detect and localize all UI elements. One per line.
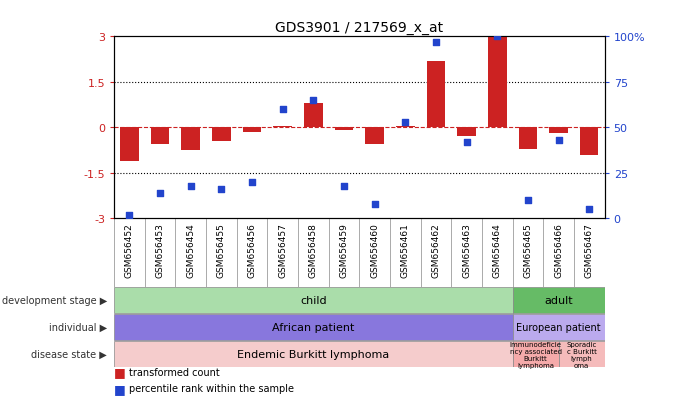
Bar — [334, 128, 353, 131]
Bar — [304, 104, 323, 128]
Text: GSM656456: GSM656456 — [247, 222, 256, 277]
Text: GSM656458: GSM656458 — [309, 222, 318, 277]
Point — [339, 183, 350, 190]
Text: disease state ▶: disease state ▶ — [31, 349, 107, 359]
Text: individual ▶: individual ▶ — [49, 322, 107, 332]
Point — [553, 138, 564, 144]
Text: Endemic Burkitt lymphoma: Endemic Burkitt lymphoma — [237, 349, 390, 359]
Point — [584, 206, 595, 213]
Bar — [114, 287, 513, 313]
Text: GSM656453: GSM656453 — [155, 222, 164, 277]
Bar — [519, 128, 537, 149]
Text: GSM656452: GSM656452 — [125, 222, 134, 277]
Bar — [457, 128, 476, 137]
Bar — [120, 128, 138, 161]
Text: Immunodeficie
ncy associated
Burkitt
lymphoma: Immunodeficie ncy associated Burkitt lym… — [510, 341, 562, 368]
Bar — [513, 341, 558, 367]
Text: GSM656466: GSM656466 — [554, 222, 563, 277]
Bar — [182, 128, 200, 151]
Text: GSM656467: GSM656467 — [585, 222, 594, 277]
Point — [400, 119, 411, 126]
Point — [124, 212, 135, 218]
Text: GSM656464: GSM656464 — [493, 222, 502, 277]
Bar — [513, 287, 605, 313]
Text: GSM656465: GSM656465 — [524, 222, 533, 277]
Text: ■: ■ — [114, 382, 126, 395]
Point — [185, 183, 196, 190]
Bar — [274, 126, 292, 128]
Text: GSM656457: GSM656457 — [278, 222, 287, 277]
Text: GSM656462: GSM656462 — [431, 222, 440, 277]
Point — [247, 179, 258, 186]
Bar — [488, 37, 507, 128]
Text: GSM656454: GSM656454 — [186, 222, 195, 277]
Bar — [151, 128, 169, 145]
Point — [492, 34, 503, 40]
Point — [277, 107, 288, 113]
Point — [307, 97, 319, 104]
Bar — [212, 128, 231, 142]
Text: percentile rank within the sample: percentile rank within the sample — [129, 383, 294, 393]
Bar — [243, 128, 261, 133]
Point — [461, 139, 472, 146]
Point — [522, 197, 533, 204]
Text: transformed count: transformed count — [129, 367, 220, 377]
Point — [369, 201, 380, 208]
Text: African patient: African patient — [272, 322, 354, 332]
Bar — [366, 128, 384, 145]
Text: GSM656459: GSM656459 — [339, 222, 348, 277]
Text: ■: ■ — [114, 365, 126, 378]
Bar — [513, 314, 605, 340]
Text: European patient: European patient — [516, 322, 601, 332]
Bar — [549, 128, 568, 134]
Bar — [580, 128, 598, 155]
Bar — [427, 62, 445, 128]
Text: Sporadic
c Burkitt
lymph
oma: Sporadic c Burkitt lymph oma — [567, 341, 597, 368]
Text: GSM656460: GSM656460 — [370, 222, 379, 277]
Bar — [558, 341, 605, 367]
Bar — [114, 314, 513, 340]
Text: adult: adult — [545, 295, 573, 306]
Bar — [114, 341, 513, 367]
Bar — [396, 126, 415, 128]
Text: development stage ▶: development stage ▶ — [2, 295, 107, 306]
Text: GSM656455: GSM656455 — [217, 222, 226, 277]
Text: child: child — [300, 295, 327, 306]
Text: GSM656461: GSM656461 — [401, 222, 410, 277]
Point — [216, 187, 227, 193]
Point — [155, 190, 166, 197]
Point — [430, 39, 442, 46]
Title: GDS3901 / 217569_x_at: GDS3901 / 217569_x_at — [275, 21, 444, 35]
Text: GSM656463: GSM656463 — [462, 222, 471, 277]
